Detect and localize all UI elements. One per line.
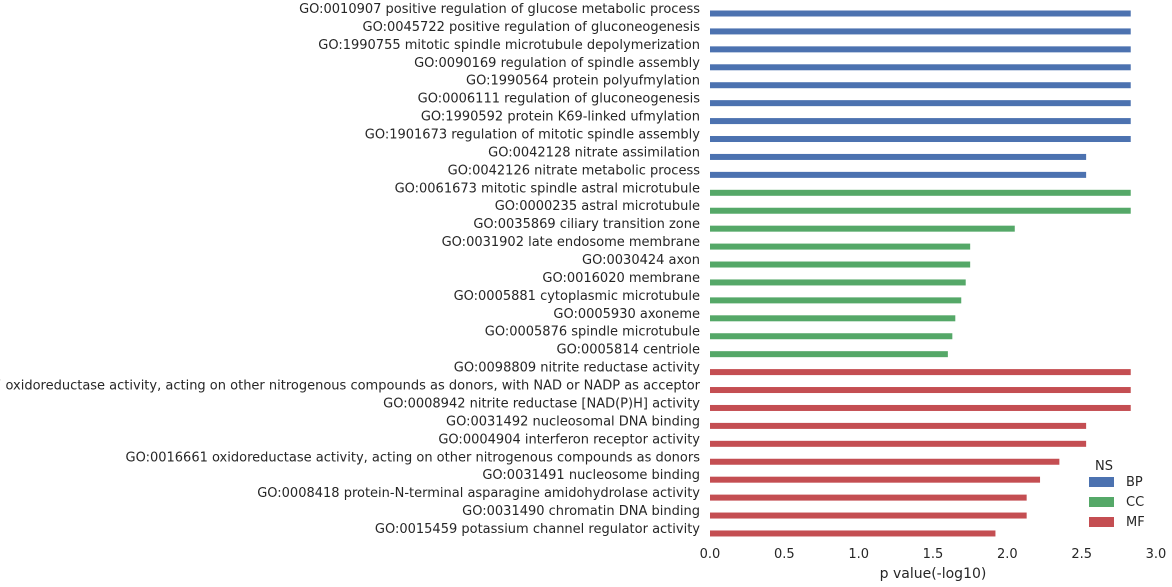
x-tick-label: 1.0 <box>848 547 869 562</box>
category-label: GO:0005930 axoneme <box>553 307 700 322</box>
bar-mf <box>710 369 1131 376</box>
category-label: GO:0061673 mitotic spindle astral microt… <box>395 181 700 196</box>
x-tick-label: 2.5 <box>1071 547 1092 562</box>
bar-cc <box>710 279 966 286</box>
category-label: GO:0031490 chromatin DNA binding <box>462 504 700 519</box>
category-label: GO:0046857 oxidoreductase activity, acti… <box>0 379 701 394</box>
x-tick-label: 0.0 <box>700 547 721 562</box>
bar-cc <box>710 297 962 304</box>
bar-cc <box>710 315 956 322</box>
bar-mf <box>710 476 1041 483</box>
bar-mf <box>710 422 1087 429</box>
category-label: GO:0005814 centriole <box>557 343 701 358</box>
bar-bp <box>710 64 1131 71</box>
x-tick-label: 3.0 <box>1146 547 1167 562</box>
legend-label-bp: BP <box>1126 475 1143 490</box>
category-label: GO:0005881 cytoplasmic microtubule <box>454 289 700 304</box>
category-label: GO:0000235 astral microtubule <box>495 199 700 214</box>
category-label: GO:0008418 protein-N-terminal asparagine… <box>257 486 700 501</box>
bar-bp <box>710 153 1087 160</box>
category-label: GO:0031492 nucleosomal DNA binding <box>446 414 700 429</box>
bars <box>710 10 1131 537</box>
category-label: GO:0004904 interferon receptor activity <box>438 432 700 447</box>
bar-bp <box>710 118 1131 125</box>
bar-cc <box>710 225 1015 232</box>
bar-cc <box>710 261 971 268</box>
category-label: GO:0030424 axon <box>582 253 700 268</box>
bar-bp <box>710 46 1131 53</box>
category-labels: GO:0010907 positive regulation of glucos… <box>0 2 701 537</box>
category-label: GO:1990755 mitotic spindle microtubule d… <box>318 38 700 53</box>
category-label: GO:0016020 membrane <box>542 271 700 286</box>
legend-swatch-bp <box>1089 477 1114 487</box>
category-label: GO:1901673 regulation of mitotic spindle… <box>365 128 701 143</box>
bar-mf <box>710 530 996 537</box>
bar-bp <box>710 171 1087 178</box>
category-label: GO:0042128 nitrate assimilation <box>488 145 700 160</box>
category-label: GO:0010907 positive regulation of glucos… <box>299 2 700 17</box>
category-label: GO:1990592 protein K69-linked ufmylation <box>421 110 700 125</box>
category-label: GO:0031491 nucleosome binding <box>482 468 700 483</box>
legend-label-mf: MF <box>1126 515 1145 530</box>
bar-cc <box>710 207 1131 214</box>
bar-cc <box>710 351 948 358</box>
x-tick-label: 1.5 <box>923 547 944 562</box>
bar-bp <box>710 10 1131 17</box>
bar-mf <box>710 494 1027 501</box>
bar-cc <box>710 189 1131 196</box>
category-label: GO:0090169 regulation of spindle assembl… <box>414 56 700 71</box>
x-axis: 0.0 0.5 1.0 1.5 2.0 2.5 3.0 <box>700 547 1167 562</box>
category-label: GO:0006111 regulation of gluconeogenesis <box>418 92 701 107</box>
legend: NS BP CC MF <box>1089 459 1145 530</box>
bar-mf <box>710 404 1131 411</box>
category-label: GO:0042126 nitrate metabolic process <box>448 163 701 178</box>
category-label: GO:0008942 nitrite reductase [NAD(P)H] a… <box>383 396 700 411</box>
bar-bp <box>710 28 1131 35</box>
x-tick-label: 2.0 <box>997 547 1018 562</box>
x-tick-label: 0.5 <box>774 547 795 562</box>
bar-bp <box>710 82 1131 89</box>
category-label: GO:0045722 positive regulation of glucon… <box>363 20 701 35</box>
category-label: GO:0035869 ciliary transition zone <box>473 217 700 232</box>
legend-label-cc: CC <box>1126 495 1144 510</box>
bar-cc <box>710 333 953 340</box>
bar-mf <box>710 512 1027 519</box>
bar-mf <box>710 458 1060 465</box>
category-label: GO:0005876 spindle microtubule <box>485 325 700 340</box>
x-axis-label: p value(-log10) <box>880 566 987 582</box>
legend-swatch-mf <box>1089 517 1114 527</box>
category-label: GO:0015459 potassium channel regulator a… <box>375 522 700 537</box>
bar-mf <box>710 387 1131 394</box>
bar-cc <box>710 243 971 250</box>
legend-swatch-cc <box>1089 497 1114 507</box>
category-label: GO:1990564 protein polyufmylation <box>466 74 700 89</box>
category-label: GO:0098809 nitrite reductase activity <box>454 361 701 376</box>
bar-mf <box>710 440 1087 447</box>
legend-title: NS <box>1095 459 1113 474</box>
category-label: GO:0016661 oxidoreductase activity, acti… <box>126 450 701 465</box>
bar-bp <box>710 100 1131 107</box>
bar-bp <box>710 136 1131 143</box>
category-label: GO:0031902 late endosome membrane <box>442 235 700 250</box>
